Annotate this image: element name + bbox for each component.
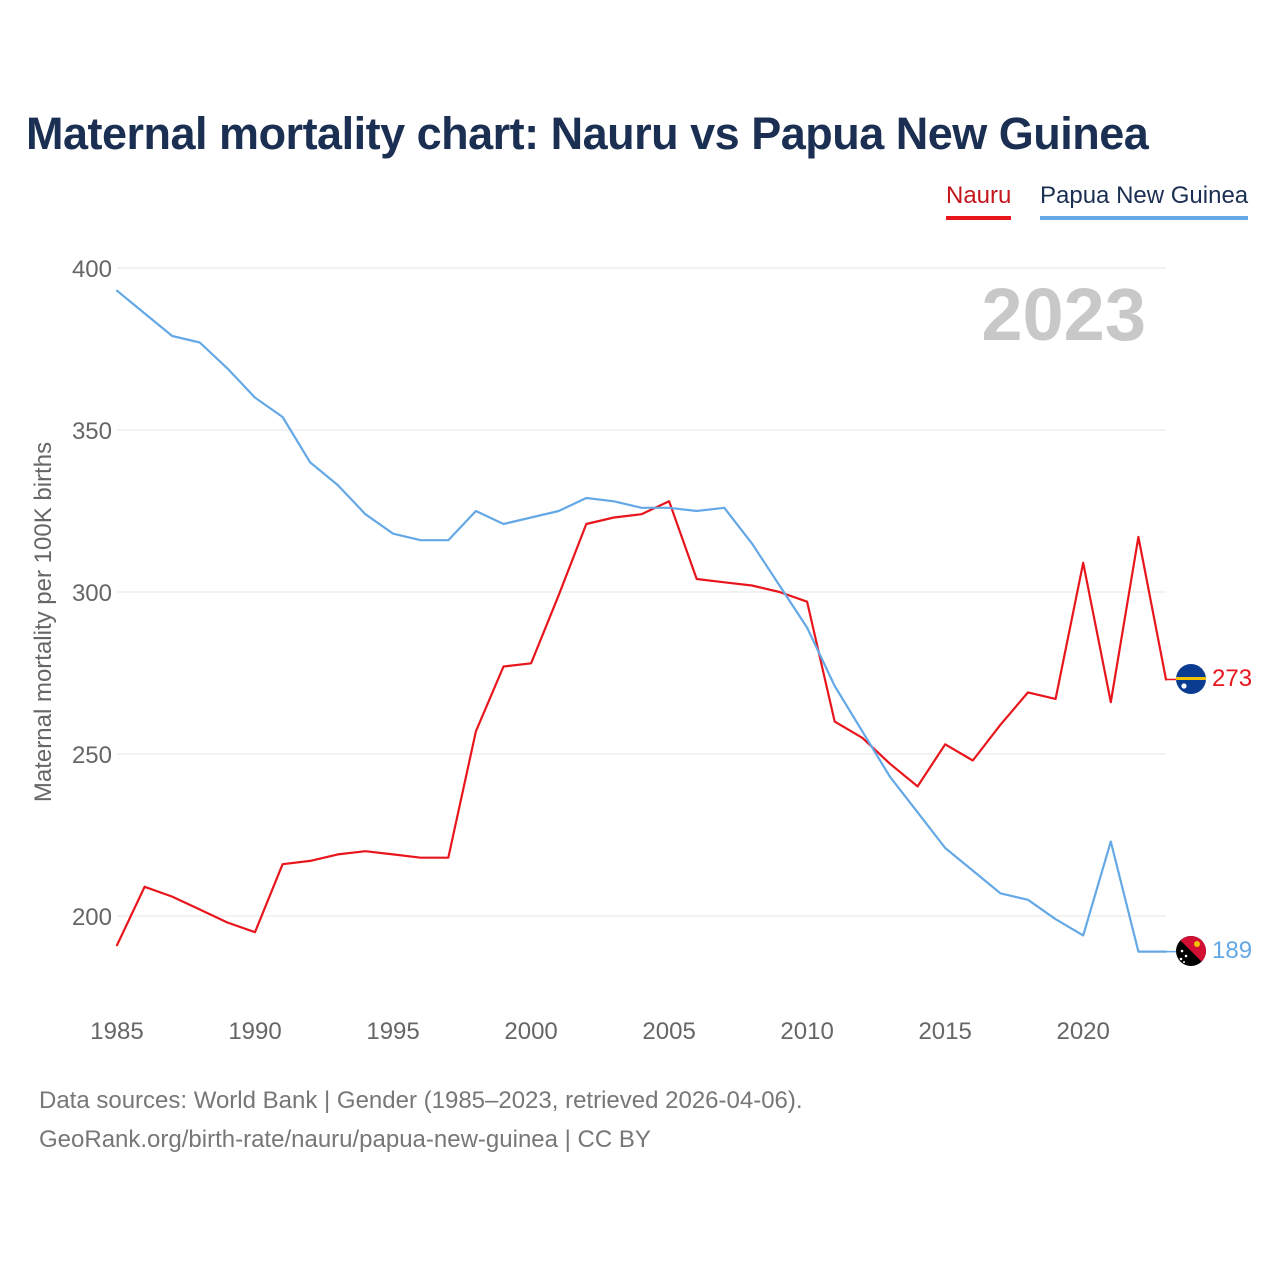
series-lines xyxy=(115,289,1176,953)
chart-title: Maternal mortality chart: Nauru vs Papua… xyxy=(26,108,1149,159)
x-tick-label: 2005 xyxy=(642,1018,695,1045)
end-label-papua-new-guinea: 189 xyxy=(1212,937,1252,964)
y-tick-label: 200 xyxy=(72,904,112,931)
series-line-nauru[interactable] xyxy=(115,500,1168,947)
x-tick-label: 1985 xyxy=(90,1018,143,1045)
footer-attribution: GeoRank.org/birth-rate/nauru/papua-new-g… xyxy=(39,1126,651,1153)
y-axis-ticks: 200 250 300 350 400 xyxy=(72,256,112,931)
end-label-nauru: 273 xyxy=(1212,665,1252,692)
flag-papua-new-guinea-icon xyxy=(1176,936,1206,966)
x-tick-label: 2010 xyxy=(780,1018,833,1045)
y-axis-label: Maternal mortality per 100K births xyxy=(30,442,57,802)
x-tick-label: 2015 xyxy=(918,1018,971,1045)
x-tick-label: 2020 xyxy=(1056,1018,1109,1045)
footer-source: Data sources: World Bank | Gender (1985–… xyxy=(39,1087,803,1114)
year-watermark: 2023 xyxy=(981,273,1146,356)
y-tick-label: 300 xyxy=(72,580,112,607)
series-line-papua-new-guinea[interactable] xyxy=(115,289,1168,953)
x-tick-label: 1990 xyxy=(228,1018,281,1045)
y-tick-label: 400 xyxy=(72,256,112,283)
legend-item-papua-new-guinea[interactable]: Papua New Guinea xyxy=(1040,182,1249,220)
legend-item-nauru[interactable]: Nauru xyxy=(946,182,1012,220)
x-axis-ticks: 1985 1990 1995 2000 2005 2010 2015 2020 xyxy=(90,1018,1110,1045)
gridlines xyxy=(117,267,1166,917)
x-tick-label: 1995 xyxy=(366,1018,419,1045)
y-tick-label: 250 xyxy=(72,742,112,769)
flag-nauru-icon xyxy=(1176,664,1206,694)
x-tick-label: 2000 xyxy=(504,1018,557,1045)
y-tick-label: 350 xyxy=(72,418,112,445)
